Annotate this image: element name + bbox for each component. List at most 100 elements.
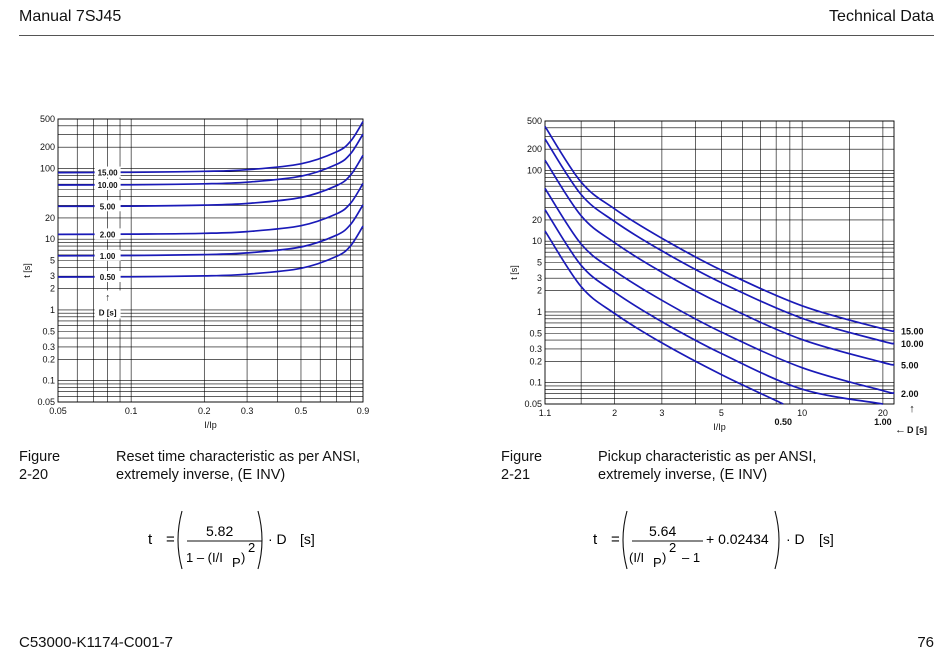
series-label-D-10-00: 10.00 — [901, 339, 924, 349]
parameter-label: D [s] — [907, 425, 927, 435]
parameter-label: D [s] — [99, 308, 117, 317]
pickup-chart: 500 200 100 20 10 5 3 2 1 0.5 0.3 0.2 0.1 0.051.1 2 3 5 1… — [509, 116, 927, 436]
series-label-bg — [94, 200, 121, 212]
x-tick-label: 1.1 — [539, 408, 552, 418]
y-tick-label: 5 — [50, 256, 55, 266]
y-tick-label: 0.1 — [42, 376, 55, 386]
y-tick-label: 1 — [50, 305, 55, 315]
y-tick-label: 10 — [532, 236, 542, 246]
caption-line-2: extremely inverse, (E INV) — [116, 467, 286, 483]
formula-numerator: 5.64 — [649, 523, 676, 539]
y-tick-label: 500 — [527, 116, 542, 126]
figure-number: Figure 2-20 — [19, 449, 61, 483]
curve-D-2-00 — [57, 183, 364, 236]
x-tick-label: 0.5 — [295, 406, 308, 416]
series-label-D-15-00: 15.00 — [98, 169, 119, 178]
parameter-arrow: ↑ — [105, 292, 110, 303]
formula-den-b: – 1 — [682, 550, 700, 565]
parameter-arrow-up: ↑ — [909, 403, 915, 415]
header-section-title: Technical Data — [829, 8, 934, 25]
footer-document-id: C53000-K1174-C001-7 — [19, 634, 173, 651]
series-label-D-15-00: 15.00 — [901, 327, 924, 337]
curve-D-0-50 — [57, 225, 364, 278]
y-tick-label: 100 — [40, 163, 55, 173]
series-label-D-10-00: 10.00 — [98, 181, 119, 190]
series-label-D-1-00: 1.00 — [100, 252, 116, 261]
y-tick-label: 5 — [537, 258, 542, 268]
y-tick-label: 2 — [537, 286, 542, 296]
y-tick-label: 20 — [45, 213, 55, 223]
x-tick-label: 0.3 — [241, 406, 254, 416]
formula-tail: · D — [786, 531, 805, 547]
y-tick-label: 3 — [537, 273, 542, 283]
y-axis-label: t [s] — [509, 265, 519, 280]
x-tick-label: 0.9 — [357, 406, 370, 416]
curve-D-0-50 — [544, 230, 784, 405]
formula-pickup-time: t = 5.64 (I/I P ) 2 – 1 + 0.02434 · D [s… — [593, 510, 834, 570]
series-label-D-5-00: 5.00 — [100, 202, 116, 211]
plot-frame — [57, 118, 364, 403]
formula-den-close: ) — [241, 550, 245, 565]
curve-D-5-00 — [57, 154, 364, 208]
figure-number: Figure 2-21 — [501, 449, 543, 483]
header-manual-title: Manual 7SJ45 — [19, 8, 122, 25]
series-label-bg — [94, 271, 121, 283]
formula-t: t — [593, 531, 598, 548]
formula-equals: = — [166, 531, 175, 548]
formula-den-a: 1 – (I/I — [186, 550, 223, 565]
y-axis-label: t [s] — [22, 263, 32, 278]
curve-D-10-00 — [544, 138, 895, 345]
y-tick-label: 10 — [45, 234, 55, 244]
y-tick-label: 20 — [532, 215, 542, 225]
formula-numerator: 5.82 — [206, 523, 233, 539]
plot-frame — [544, 120, 895, 405]
series-label-bg — [94, 249, 121, 261]
x-tick-label: 0.2 — [198, 406, 211, 416]
caption-line-1: Pickup characteristic as per ANSI, — [598, 449, 817, 465]
x-tick-label: 2 — [612, 408, 617, 418]
parameter-arrow-left: ← — [895, 424, 906, 436]
curve-D-10-00 — [57, 133, 364, 186]
y-tick-label: 0.3 — [42, 342, 55, 352]
formula-den-close: ) — [662, 550, 666, 565]
series-label-D-0-50: 0.50 — [774, 417, 792, 427]
curve-D-2-00 — [544, 187, 895, 395]
x-tick-label: 0.05 — [49, 406, 67, 416]
curve-D-5-00 — [544, 159, 895, 366]
y-tick-label: 0.05 — [524, 399, 542, 409]
formula-exponent: 2 — [248, 540, 255, 555]
caption-line-2: extremely inverse, (E INV) — [598, 467, 768, 483]
series-label-bg — [94, 178, 121, 190]
y-tick-label: 1 — [537, 307, 542, 317]
y-tick-label: 0.05 — [37, 397, 55, 407]
footer-page-number: 76 — [917, 634, 934, 651]
y-tick-label: 3 — [50, 271, 55, 281]
formula-reset-time: t = 5.82 1 – (I/I P ) 2 · D [s] — [148, 510, 315, 570]
formula-unit: [s] — [300, 531, 315, 547]
reset-time-chart: 500 200 100 20 10 5 3 2 1 0.5 0.3 0.2 0.1 0.050.05 0.1… — [22, 114, 370, 430]
x-tick-label: 20 — [878, 408, 888, 418]
y-tick-label: 0.3 — [529, 344, 542, 354]
caption-line-1: Reset time characteristic as per ANSI, — [116, 449, 361, 465]
x-axis-label: I/Ip — [713, 422, 726, 432]
formula-den-a: (I/I — [629, 550, 644, 565]
x-axis-label: I/Ip — [204, 420, 217, 430]
series-label-D-5-00: 5.00 — [901, 360, 919, 370]
y-tick-label: 200 — [527, 144, 542, 154]
y-tick-label: 2 — [50, 284, 55, 294]
y-tick-label: 0.5 — [42, 326, 55, 336]
formula-unit: [s] — [819, 531, 834, 547]
formula-tail: · D — [268, 531, 287, 547]
formula-den-sub: P — [653, 555, 662, 570]
curve-D-1-00 — [57, 204, 364, 257]
parameter-label-bg — [94, 290, 121, 319]
series-label-bg — [94, 166, 121, 178]
curve-D-15-00 — [57, 121, 364, 174]
formula-den-sub: P — [232, 555, 241, 570]
formula-exponent: 2 — [669, 540, 676, 555]
x-tick-label: 5 — [719, 408, 724, 418]
y-tick-label: 100 — [527, 165, 542, 175]
x-tick-label: 0.1 — [125, 406, 138, 416]
formula-plus-constant: + 0.02434 — [706, 531, 769, 547]
x-tick-label: 10 — [797, 408, 807, 418]
